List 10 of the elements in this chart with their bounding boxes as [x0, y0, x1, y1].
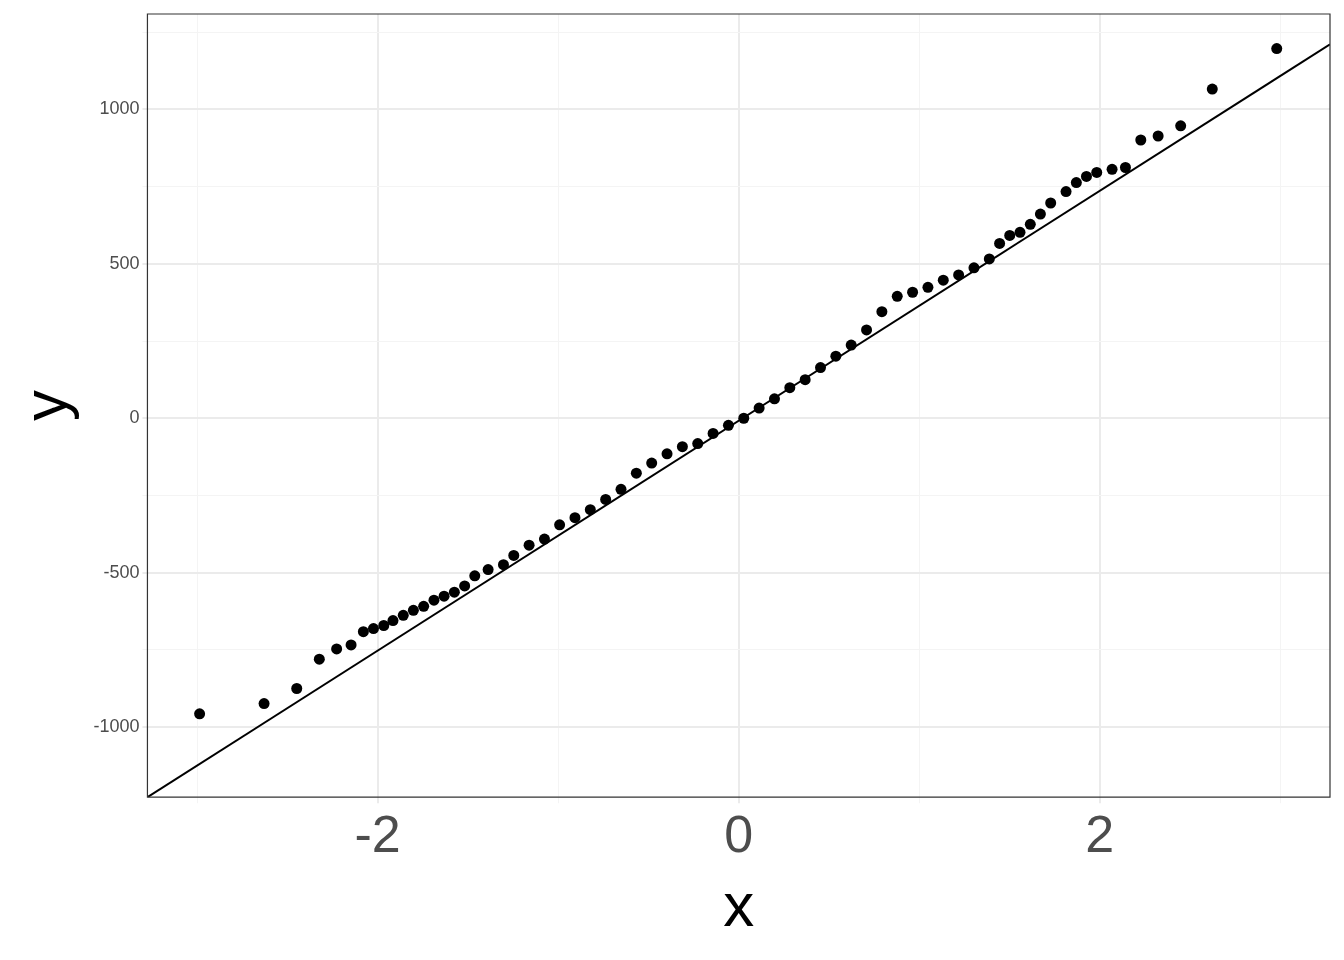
- y-tick-label: -500: [103, 561, 140, 582]
- x-tick-label: 0: [724, 804, 754, 863]
- y-tick-label: 500: [109, 252, 140, 273]
- x-axis-title: x: [723, 869, 755, 939]
- x-tick-label: -2: [354, 804, 401, 863]
- y-tick-label: 0: [129, 407, 140, 428]
- y-axis-title: y: [10, 390, 80, 422]
- y-tick-label: -1000: [93, 716, 140, 737]
- y-tick-label: 1000: [99, 98, 140, 119]
- x-tick-label: 2: [1085, 804, 1115, 863]
